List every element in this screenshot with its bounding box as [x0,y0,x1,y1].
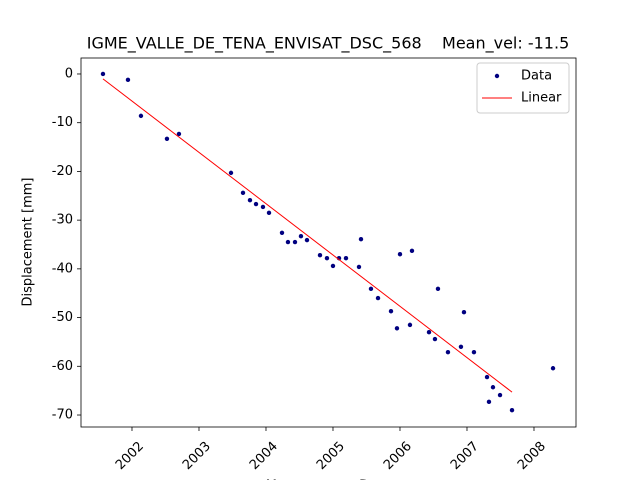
data-point [497,392,503,398]
data-point [266,210,272,216]
y-tick-label: -70 [52,408,73,423]
data-point [253,201,259,207]
legend-box [476,62,570,114]
y-tick-label: -10 [52,115,73,130]
data-point [484,374,490,380]
x-axis-label: Measurement Date [266,479,390,480]
data-point [279,230,285,236]
data-point [486,399,492,405]
x-tick-label: 2003 [180,439,214,473]
data-point [458,344,464,350]
data-point [397,252,403,257]
trend-line [102,78,513,393]
y-tick-label: -30 [52,213,73,228]
data-point [100,71,106,77]
data-point [317,253,323,258]
data-point [138,113,144,119]
data-point [358,236,364,242]
data-point [176,131,182,137]
data-point [240,190,246,196]
x-tick-label: 2004 [247,439,281,473]
data-point [298,234,304,239]
data-point [509,407,515,413]
data-point [435,286,441,292]
data-point [164,136,170,141]
data-point [432,336,438,342]
data-point [228,170,234,176]
y-tick-label: -50 [52,310,73,325]
x-tick-label: 2006 [381,439,415,473]
data-point [471,349,477,355]
legend-swatch [494,73,500,79]
data-point [461,310,467,315]
data-point [292,239,298,245]
y-tick-label: -60 [52,359,73,374]
data-point [426,329,432,335]
data-point [407,322,413,328]
data-point [324,255,330,261]
data-point [285,239,291,245]
data-point [343,255,349,261]
data-point [247,197,253,203]
legend-label: Data [521,69,552,84]
data-point [409,248,415,254]
data-point [368,286,374,292]
data-point [490,385,496,390]
data-point [330,263,336,269]
x-tick-label: 2005 [314,439,348,473]
data-point [260,204,266,210]
x-tick-label: 2007 [448,439,482,473]
data-point [304,237,310,243]
y-tick-label: -40 [52,261,73,276]
y-tick-label: -20 [52,164,73,179]
data-point [388,309,394,314]
plot-frame [80,57,577,428]
chart-title: IGME_VALLE_DE_TENA_ENVISAT_DSC_568 Mean_… [87,34,570,54]
data-point [550,366,556,371]
legend: Data Linear [476,62,570,114]
y-axis-label: Displacement [mm] [21,178,36,307]
data-point [125,77,131,83]
x-tick-label: 2008 [515,439,549,473]
data-point [394,326,400,331]
y-tick-label: 0 [65,66,73,81]
legend-label: Linear [521,91,562,106]
data-point [445,349,451,355]
data-point [356,264,362,270]
data-point [375,295,381,301]
x-tick-label: 2002 [113,439,147,473]
